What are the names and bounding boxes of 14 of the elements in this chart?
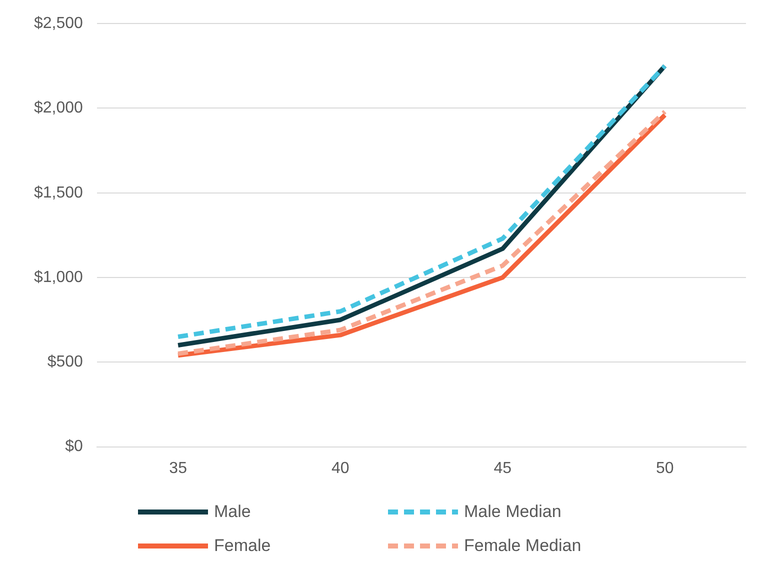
y-tick-label: $500	[47, 354, 84, 371]
y-tick-label: $0	[65, 438, 84, 456]
x-tick-label: 35	[169, 460, 188, 477]
y-tick-label: $1,000	[34, 268, 84, 286]
x-tick-label: 40	[331, 460, 350, 477]
x-tick-label: 45	[494, 460, 512, 477]
legend-label: Male	[214, 502, 251, 522]
legend-label: Female Median	[464, 536, 582, 556]
legend-label: Male Median	[464, 502, 562, 522]
y-tick-label: $1,500	[34, 184, 84, 202]
y-tick-label: $2,500	[34, 15, 84, 32]
legend-label: Female	[214, 536, 271, 556]
y-tick-label: $2,000	[34, 100, 84, 117]
x-tick-label: 50	[656, 460, 674, 477]
